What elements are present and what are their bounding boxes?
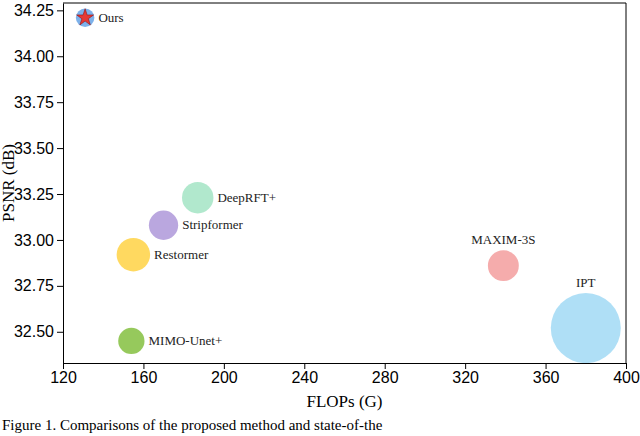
- x-tick: 280: [372, 363, 399, 386]
- y-tick-mark: [57, 102, 63, 103]
- x-tick: 400: [613, 363, 640, 386]
- bubble: [149, 211, 178, 240]
- x-tick: 240: [291, 363, 318, 386]
- y-tick: 33.00: [14, 232, 63, 249]
- x-tick-label: 280: [372, 369, 399, 386]
- point-label: MAXIM-3S: [471, 232, 535, 247]
- points: [76, 8, 621, 363]
- x-tick: 320: [452, 363, 479, 386]
- y-tick-mark: [57, 240, 63, 241]
- y-tick: 34.00: [14, 48, 63, 65]
- y-tick-label: 33.00: [14, 232, 54, 249]
- frame-right: [626, 3, 627, 363]
- y-tick-mark: [57, 148, 63, 149]
- y-tick: 33.50: [14, 140, 63, 157]
- x-tick-label: 240: [291, 369, 318, 386]
- x-tick-label: 400: [613, 369, 640, 386]
- y-axis-title: PSNR (dB): [0, 144, 18, 222]
- y-axis: 32.50 32.75 33.00 33.25 33.50 33.75 34.00 34.25: [14, 2, 64, 364]
- x-tick-label: 360: [533, 369, 560, 386]
- x-tick: 200: [211, 363, 238, 386]
- caption: Figure 1. Comparisons of the proposed me…: [2, 417, 383, 433]
- bubble: [488, 250, 519, 281]
- x-tick-mark: [546, 363, 547, 369]
- point-label: DeepRFT+: [217, 190, 276, 205]
- y-tick: 34.25: [14, 2, 63, 19]
- y-tick: 32.75: [14, 277, 63, 294]
- point-label: Restormer: [154, 247, 209, 262]
- y-tick-mark: [57, 10, 63, 11]
- x-axis-line: [64, 363, 627, 364]
- bubble: [182, 182, 213, 213]
- point-label: Stripformer: [182, 217, 243, 232]
- point-label: MIMO-Unet+: [149, 333, 223, 348]
- x-axis-title: FLOPs (G): [306, 392, 382, 411]
- chart: 12016020024028032036040032.5032.7533.003…: [0, 0, 640, 436]
- x-tick-label: 200: [211, 369, 238, 386]
- x-tick: 360: [533, 363, 560, 386]
- x-tick-label: 160: [131, 369, 158, 386]
- y-tick-label: 32.75: [14, 277, 54, 294]
- point-labels: Ours DeepRFT+ Stripformer Restormer MIMO-Une…: [98, 10, 595, 348]
- x-tick-mark: [304, 363, 305, 369]
- star-marker: [77, 9, 94, 25]
- plot: 12016020024028032036040032.5032.7533.003…: [14, 2, 640, 386]
- y-tick-label: 34.00: [14, 48, 54, 65]
- x-tick-label: 120: [50, 369, 77, 386]
- y-tick-label: 32.50: [14, 323, 54, 340]
- x-tick-mark: [63, 363, 64, 369]
- x-tick-label: 320: [452, 369, 479, 386]
- x-tick: 160: [131, 363, 158, 386]
- bubble: [551, 293, 621, 363]
- y-tick: 33.75: [14, 94, 63, 111]
- bubble: [118, 328, 144, 354]
- y-axis-line: [63, 4, 64, 364]
- x-tick-mark: [626, 363, 627, 369]
- x-axis: 120 160 200 240 280 320 360 400: [50, 363, 640, 386]
- y-tick: 32.50: [14, 323, 63, 340]
- y-tick-label: 33.25: [14, 186, 54, 203]
- y-tick-mark: [57, 332, 63, 333]
- x-tick-mark: [224, 363, 225, 369]
- y-tick-mark: [57, 56, 63, 57]
- x-tick: 120: [50, 363, 77, 386]
- y-tick-label: 33.75: [14, 94, 54, 111]
- y-tick-mark: [57, 286, 63, 287]
- point-label: Ours: [98, 10, 123, 25]
- x-tick-mark: [385, 363, 386, 369]
- point-label: IPT: [576, 275, 596, 290]
- y-tick-mark: [57, 194, 63, 195]
- frame-top: [63, 3, 626, 4]
- x-tick-mark: [465, 363, 466, 369]
- y-tick-label: 34.25: [14, 2, 54, 19]
- y-tick: 33.25: [14, 186, 63, 203]
- bubble: [76, 8, 95, 27]
- x-tick-mark: [143, 363, 144, 369]
- bubble: [117, 238, 150, 271]
- y-tick-label: 33.50: [14, 140, 54, 157]
